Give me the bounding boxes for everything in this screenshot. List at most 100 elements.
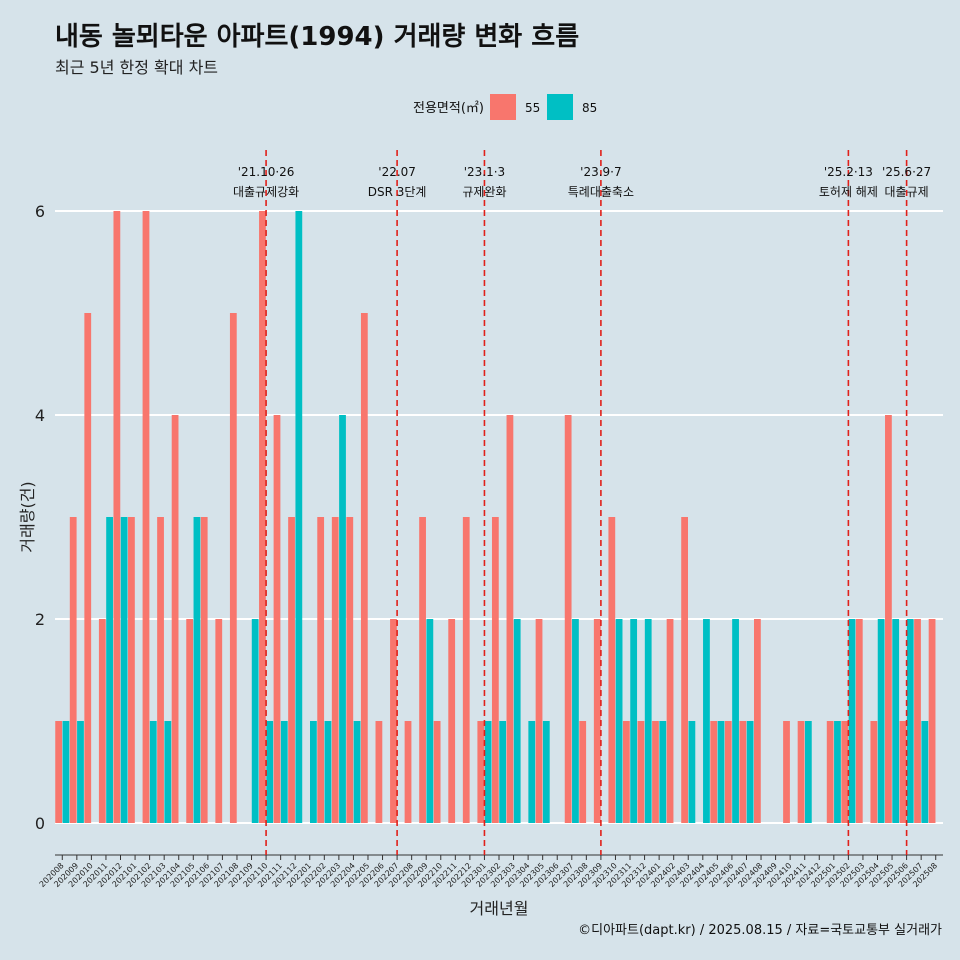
bar-85-202204 <box>353 721 361 823</box>
bar-85-202105 <box>193 517 201 823</box>
bar-55-202204 <box>346 517 354 823</box>
bar-55-202009 <box>69 517 77 823</box>
chart-caption: ©디아파트(dapt.kr) / 2025.08.15 / 자료=국토교통부 실… <box>578 923 942 938</box>
bar-55-202112 <box>288 517 295 823</box>
bar-55-202311 <box>622 721 630 823</box>
bar-55-202307 <box>564 415 572 823</box>
bar-85-202502 <box>848 619 856 823</box>
bar-55-202012 <box>113 211 121 823</box>
bar-55-202502 <box>841 721 849 823</box>
bar-85-202407 <box>746 721 754 823</box>
chart-title: 내동 놀뫼타운 아파트(1994) 거래량 변화 흐름 <box>55 22 580 52</box>
event-label: 대출규제강화 <box>233 185 299 199</box>
bar-55-202506 <box>899 721 907 823</box>
bar-55-202104 <box>171 415 179 823</box>
bar-55-202302 <box>491 517 499 823</box>
bar-85-202507 <box>921 721 929 823</box>
bar-85-202302 <box>499 721 507 823</box>
bar-85-202404 <box>703 619 710 823</box>
bar-85-202504 <box>877 619 885 823</box>
bar-85-202405 <box>717 721 725 823</box>
bar-85-202009 <box>77 721 84 823</box>
bar-85-202008 <box>62 721 70 823</box>
y-tick-label: 0 <box>35 814 45 833</box>
bar-55-202206 <box>375 721 383 823</box>
bar-55-202110 <box>259 211 266 823</box>
bar-85-202310 <box>615 619 623 823</box>
bar-55-202106 <box>200 517 208 823</box>
bar-85-202201 <box>310 721 317 823</box>
bar-55-202011 <box>98 619 106 823</box>
y-axis-title: 거래량(건) <box>18 481 37 552</box>
bar-55-202305 <box>535 619 543 823</box>
legend-label-55: 55 <box>525 101 540 115</box>
y-tick-label: 2 <box>35 610 45 629</box>
bar-55-202405 <box>710 721 718 823</box>
bar-85-202111 <box>280 721 288 823</box>
bar-55-202310 <box>608 517 616 823</box>
bar-55-202309 <box>593 619 601 823</box>
bar-85-202401 <box>659 721 667 823</box>
bar-85-202011 <box>106 517 113 823</box>
y-tick-label: 4 <box>35 406 45 425</box>
bar-55-202504 <box>870 721 878 823</box>
bar-55-202407 <box>739 721 747 823</box>
bar-55-202202 <box>317 517 325 823</box>
bar-85-202109 <box>251 619 259 823</box>
legend-swatch-85 <box>547 94 573 120</box>
bar-85-202301 <box>484 721 492 823</box>
chart-subtitle: 최근 5년 한정 확대 차트 <box>55 58 219 77</box>
bar-85-202012 <box>120 517 128 823</box>
event-label: 특례대출축소 <box>568 185 634 199</box>
bar-55-202010 <box>84 313 92 823</box>
bar-55-202303 <box>506 415 514 823</box>
event-date: '21.10·26 <box>238 165 295 179</box>
bar-55-202101 <box>128 517 135 823</box>
bar-55-202408 <box>754 619 761 823</box>
y-tick-label: 6 <box>35 202 45 221</box>
bar-85-202102 <box>149 721 157 823</box>
bar-55-202312 <box>637 721 645 823</box>
x-axis-title: 거래년월 <box>470 899 529 918</box>
event-date: '22.07 <box>378 165 416 179</box>
bar-55-202410 <box>783 721 790 823</box>
bar-55-202008 <box>55 721 63 823</box>
bar-55-202212 <box>462 517 470 823</box>
bar-55-202211 <box>448 619 456 823</box>
bar-85-202411 <box>804 721 812 823</box>
bar-85-202311 <box>630 619 638 823</box>
bar-85-202312 <box>644 619 652 823</box>
legend-swatch-55 <box>490 94 516 120</box>
bar-85-202110 <box>266 721 274 823</box>
bar-55-202507 <box>914 619 921 823</box>
bar-85-202305 <box>542 721 550 823</box>
legend-title: 전용면적(㎡) <box>413 101 484 116</box>
bar-55-202207 <box>390 619 397 823</box>
event-label: DSR 3단계 <box>368 185 427 199</box>
bar-55-202503 <box>855 619 863 823</box>
bar-55-202107 <box>215 619 223 823</box>
bar-55-202505 <box>885 415 892 823</box>
bar-85-202506 <box>906 619 914 823</box>
bar-55-202403 <box>681 517 688 823</box>
bar-85-202304 <box>528 721 536 823</box>
bar-55-202103 <box>157 517 164 823</box>
event-date: '25.6·27 <box>882 165 931 179</box>
bar-55-202401 <box>652 721 659 823</box>
event-date: '23.9·7 <box>580 165 621 179</box>
event-date: '23.1·3 <box>464 165 505 179</box>
bar-85-202403 <box>688 721 696 823</box>
legend-label-85: 85 <box>582 101 597 115</box>
event-label: 토허제 해제 <box>819 185 878 199</box>
bar-55-202205 <box>360 313 368 823</box>
bar-55-202411 <box>797 721 805 823</box>
bar-55-202308 <box>579 721 587 823</box>
bar-55-202102 <box>142 211 150 823</box>
bar-55-202203 <box>331 517 339 823</box>
bar-55-202209 <box>419 517 426 823</box>
event-date: '25.2·13 <box>824 165 873 179</box>
bar-55-202501 <box>826 721 834 823</box>
bar-55-202208 <box>404 721 412 823</box>
bar-85-202202 <box>324 721 332 823</box>
bar-55-202406 <box>724 721 732 823</box>
